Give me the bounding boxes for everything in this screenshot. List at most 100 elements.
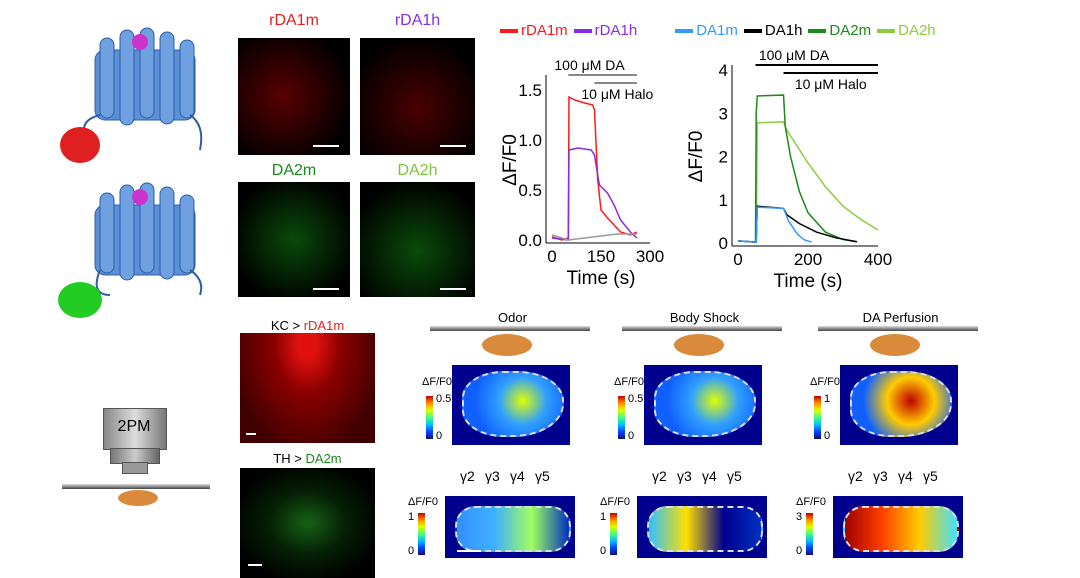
chart-legend: rDA1m rDA1h DA1m DA1h DA2m DA2h [500,22,942,39]
green-sensor-icon [58,182,203,318]
colorbar-label: ΔF/F0 [422,376,452,388]
legend-label: DA1m [696,22,738,39]
x-tick-label: 0 [733,250,742,269]
colorbar-label: ΔF/F0 [796,496,826,508]
y-tick-label: 0.0 [518,231,542,250]
legend-swatch [675,28,694,33]
legend-swatch [808,28,827,33]
compartment-label: γ3 [873,468,888,484]
colorbar-label: ΔF/F0 [600,496,630,508]
x-tick-label: 400 [864,250,892,269]
colorbar-min: 0 [796,545,803,557]
fly-icon [118,490,158,506]
legend-swatch [573,28,592,33]
colorbar [806,513,813,555]
legend-label: rDA1h [594,22,638,39]
coverslip [430,326,590,331]
series-da2m [737,94,858,243]
micrograph-rda1h [360,38,475,155]
sensor-illustrations [58,27,203,318]
colorbar [418,513,425,555]
kc-sensor: rDA1m [303,318,345,333]
legend-label: DA2m [829,22,872,39]
kc-label: KC > rDA1m [240,318,375,333]
y-tick-label: 0.5 [518,181,542,200]
condition-title: Body Shock [669,310,740,325]
x-tick-label: 200 [794,250,822,269]
legend-item: rDA1m [500,22,568,39]
condition-title: Odor [498,310,527,325]
series-da1m [737,206,812,243]
scale-bar [457,550,481,552]
legend-label: DA1h [764,22,803,39]
colorbar-max: 0.5 [436,393,452,405]
compartment-label: γ2 [652,468,667,484]
compartment-label: γ5 [727,468,742,484]
y-axis-label: ΔF/F0 [686,131,707,183]
colorbar-min: 0 [628,430,635,442]
x-axis-label: Time (s) [567,268,636,289]
colorbar-label: ΔF/F0 [614,376,644,388]
legend-swatch [500,28,518,33]
y-tick-label: 2 [719,148,728,167]
th-prefix: TH > [273,451,306,466]
colorbar-max: 3 [796,511,803,523]
series-da2h [737,121,879,243]
colorbar-max: 1 [408,511,415,523]
compartment-label: γ3 [485,468,500,484]
x-tick-label: 300 [636,247,664,266]
compartment-label: γ4 [898,468,913,484]
x-axis-label: Time (s) [774,271,843,292]
legend-item: rDA1h [573,22,638,39]
colorbar [426,396,433,439]
colorbar [610,513,617,555]
colorbar [618,396,625,439]
micrograph-rda1m [238,38,350,155]
micrograph-da2m [238,182,350,297]
colorbar-max: 1 [824,393,831,405]
objective-icon [103,408,167,450]
label-rda1m: rDA1m [269,12,319,29]
x-tick-label: 0 [547,247,556,266]
series-rda1m [551,95,638,241]
legend-swatch [877,28,896,33]
heatmap-gamma-lobe [445,496,575,558]
legend-item: DA1m [675,22,738,39]
y-axis-label: ΔF/F0 [500,134,521,186]
legend-item: DA2h [877,22,936,39]
compartment-label: γ4 [510,468,525,484]
series-rda1h [551,147,638,241]
coverslip [62,484,210,489]
label-rda1h: rDA1h [394,12,441,29]
fly-icon [870,334,920,356]
colorbar-label: ΔF/F0 [408,496,438,508]
y-tick-label: 4 [719,61,728,80]
condition-title: DA Perfusion [862,310,939,325]
th-label: TH > DA2m [240,451,375,466]
objective-label: 2PM [117,418,151,435]
heatmap-gamma-lobe [637,496,767,558]
compartment-label: γ5 [535,468,550,484]
legend-item: DA1h [743,22,803,39]
heatmap-mushroom-body [452,365,570,445]
colorbar-max: 0.5 [628,393,644,405]
compartment-label: γ4 [702,468,717,484]
series-control [551,233,637,241]
annotation-da: 100 μM DA [554,57,625,73]
th-sensor: DA2m [305,451,342,466]
colorbar-min: 0 [436,430,443,442]
legend-label: rDA1m [521,22,568,39]
colorbar-min: 0 [600,545,607,557]
legend-item: DA2m [808,22,871,39]
y-tick-label: 1 [719,191,728,210]
compartment-label: γ5 [923,468,938,484]
colorbar-max: 1 [600,511,607,523]
annotation-halo: 10 μM Halo [795,76,867,92]
colorbar [814,396,821,439]
x-tick-label: 150 [587,247,615,266]
legend-label: DA2h [898,22,936,39]
kc-prefix: KC > [270,318,304,333]
annotation-halo: 10 μM Halo [581,86,653,102]
fly-icon [482,334,532,356]
